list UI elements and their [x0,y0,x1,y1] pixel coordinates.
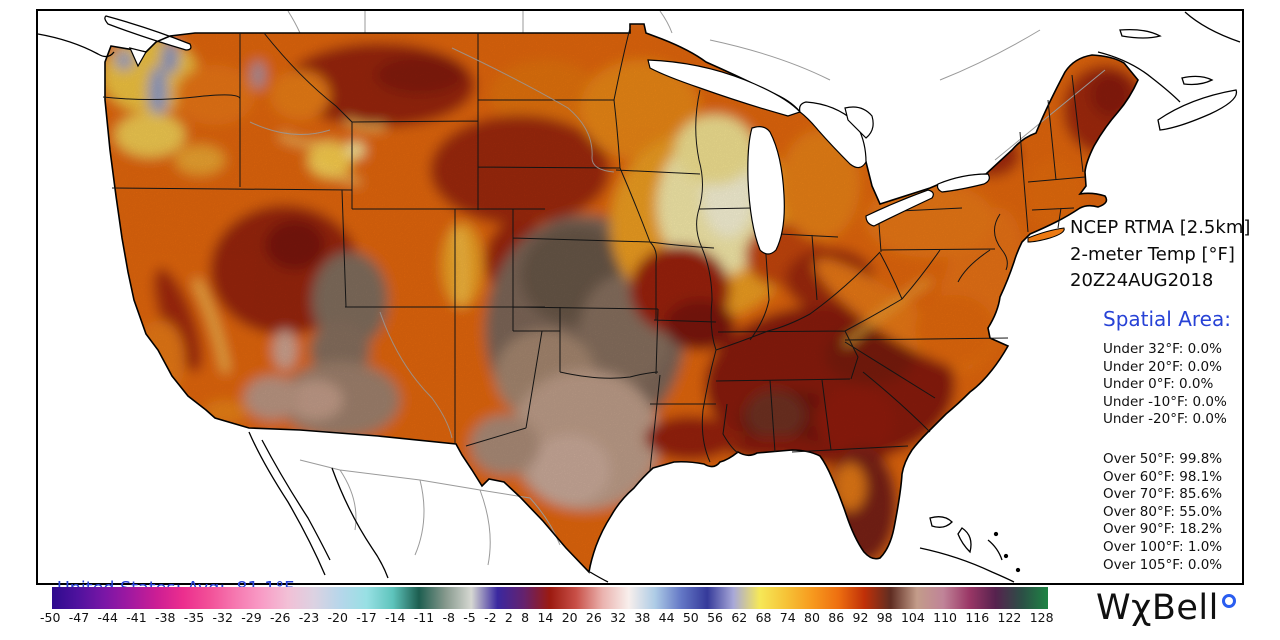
colorbar-tick-label: 74 [779,610,796,625]
spatial-area-heading: Spatial Area: [1103,307,1231,331]
colorbar-tick-label: -47 [68,610,90,625]
colorbar-tick-label: -32 [212,610,233,625]
spatial-stat-line: Over 60°F: 98.1% [1103,468,1223,485]
spatial-stat-line: Under 20°F: 0.0% [1103,358,1222,375]
degree-ring-icon [1221,594,1236,608]
valid-time: 20Z24AUG2018 [1070,270,1214,291]
colorbar-tick-label: 26 [585,610,602,625]
spatial-stat-line: Under -20°F: 0.0% [1103,411,1227,428]
long-island [1027,227,1065,243]
us-temperature-field [105,24,1138,572]
colorbar-tick-label: -44 [97,610,118,625]
colorbar-tick-label: 20 [561,610,578,625]
colorbar-tick-label: -50 [40,610,61,625]
spatial-stat-line: Over 90°F: 18.2% [1103,521,1223,538]
lake-michigan [747,126,785,255]
georgian-bay [844,106,874,139]
colorbar-tick-label: 44 [658,610,675,625]
colorbar-tick-label: 128 [1029,610,1054,625]
colorbar-tick-label: -2 [484,610,497,625]
colorbar-tick-label: 92 [852,610,869,625]
colorbar-tick-label: 38 [634,610,651,625]
colorbar-tick-label: 2 [504,610,513,625]
colorbar-tick-label: 116 [965,610,990,625]
colorbar-tick-label: 14 [537,610,554,625]
temperature-colorbar [52,587,1048,609]
weatherbell-logo: WχBell [1096,588,1236,628]
colorbar-tick-label: -8 [442,610,455,625]
colorbar-tick-label: -23 [298,610,320,625]
spatial-stat-line: Over 80°F: 55.0% [1103,503,1223,520]
colorbar-tick-label: 56 [707,610,723,625]
map-frame [36,9,1244,585]
colorbar-tick-label: 80 [804,610,820,625]
colorbar-tick-label: 86 [828,610,845,625]
spatial-stat-line: Over 70°F: 85.6% [1103,486,1223,503]
spatial-stat-line: Under 0°F: 0.0% [1103,376,1214,393]
colorbar-tick-label: 62 [731,610,748,625]
weatherbell-logo-text: WχBell [1096,588,1219,628]
spatial-stat-line: Over 50°F: 99.8% [1103,451,1223,467]
canada-mexico-outlines [37,10,1241,583]
colorbar-tick-label: 32 [610,610,627,625]
us-border-outline [104,23,1139,574]
colorbar-tick-label: 8 [521,610,530,625]
colorbar-tick-label: -26 [270,610,291,625]
rivers [249,47,615,439]
lake-ontario [936,173,990,193]
colorbar-tick-label: 98 [876,610,893,625]
colorbar-tick-labels: -50 -47 -44 -41 -38 -35 -32 -29 -26 -23 -20 -17 -14-… [40,610,1054,625]
colorbar-tick-label: -38 [155,610,176,625]
spatial-stat-line: Under -10°F: 0.0% [1103,393,1227,410]
spatial-area-under-stats: Under 32°F: 0.0% Under 20°F: 0.0% Under 0°… [1103,341,1227,429]
great-lakes [128,47,990,255]
variable-name: 2-meter Temp [°F] [1070,243,1235,265]
colorbar-tick-label: 110 [933,610,958,625]
spatial-stat-line: Over 105°F: 0.0% [1103,556,1223,573]
colorbar-tick-label: -14 [385,610,406,625]
puget-sound [128,47,147,68]
colorbar-tick-label: 104 [900,610,925,625]
colorbar-tick-label: -5 [463,610,476,625]
colorbar-tick-label: -35 [183,610,205,625]
state-boundaries [102,27,1086,471]
lake-erie [865,189,934,227]
model-name: NCEP RTMA [2.5km] [1070,217,1251,238]
colorbar-tick-label: -11 [413,610,435,625]
spatial-stat-line: Under 32°F: 0.0% [1103,341,1222,357]
colorbar-tick-label: -29 [241,610,262,625]
colorbar-tick-label: 122 [997,610,1022,625]
spatial-area-over-stats: Over 50°F: 99.8% Over 60°F: 98.1% Over 70°… [1103,451,1222,574]
colorbar-tick-label: -17 [356,610,377,625]
colorbar-tick-label: 68 [755,610,772,625]
colorbar-tick-label: 50 [682,610,699,625]
colorbar-tick-label: -20 [327,610,348,625]
map-title-block: NCEP RTMA [2.5km] 2-meter Temp [°F] 20Z2… [1070,215,1250,295]
colorbar-tick-label: -41 [126,610,147,625]
spatial-stat-line: Over 100°F: 1.0% [1103,538,1223,555]
